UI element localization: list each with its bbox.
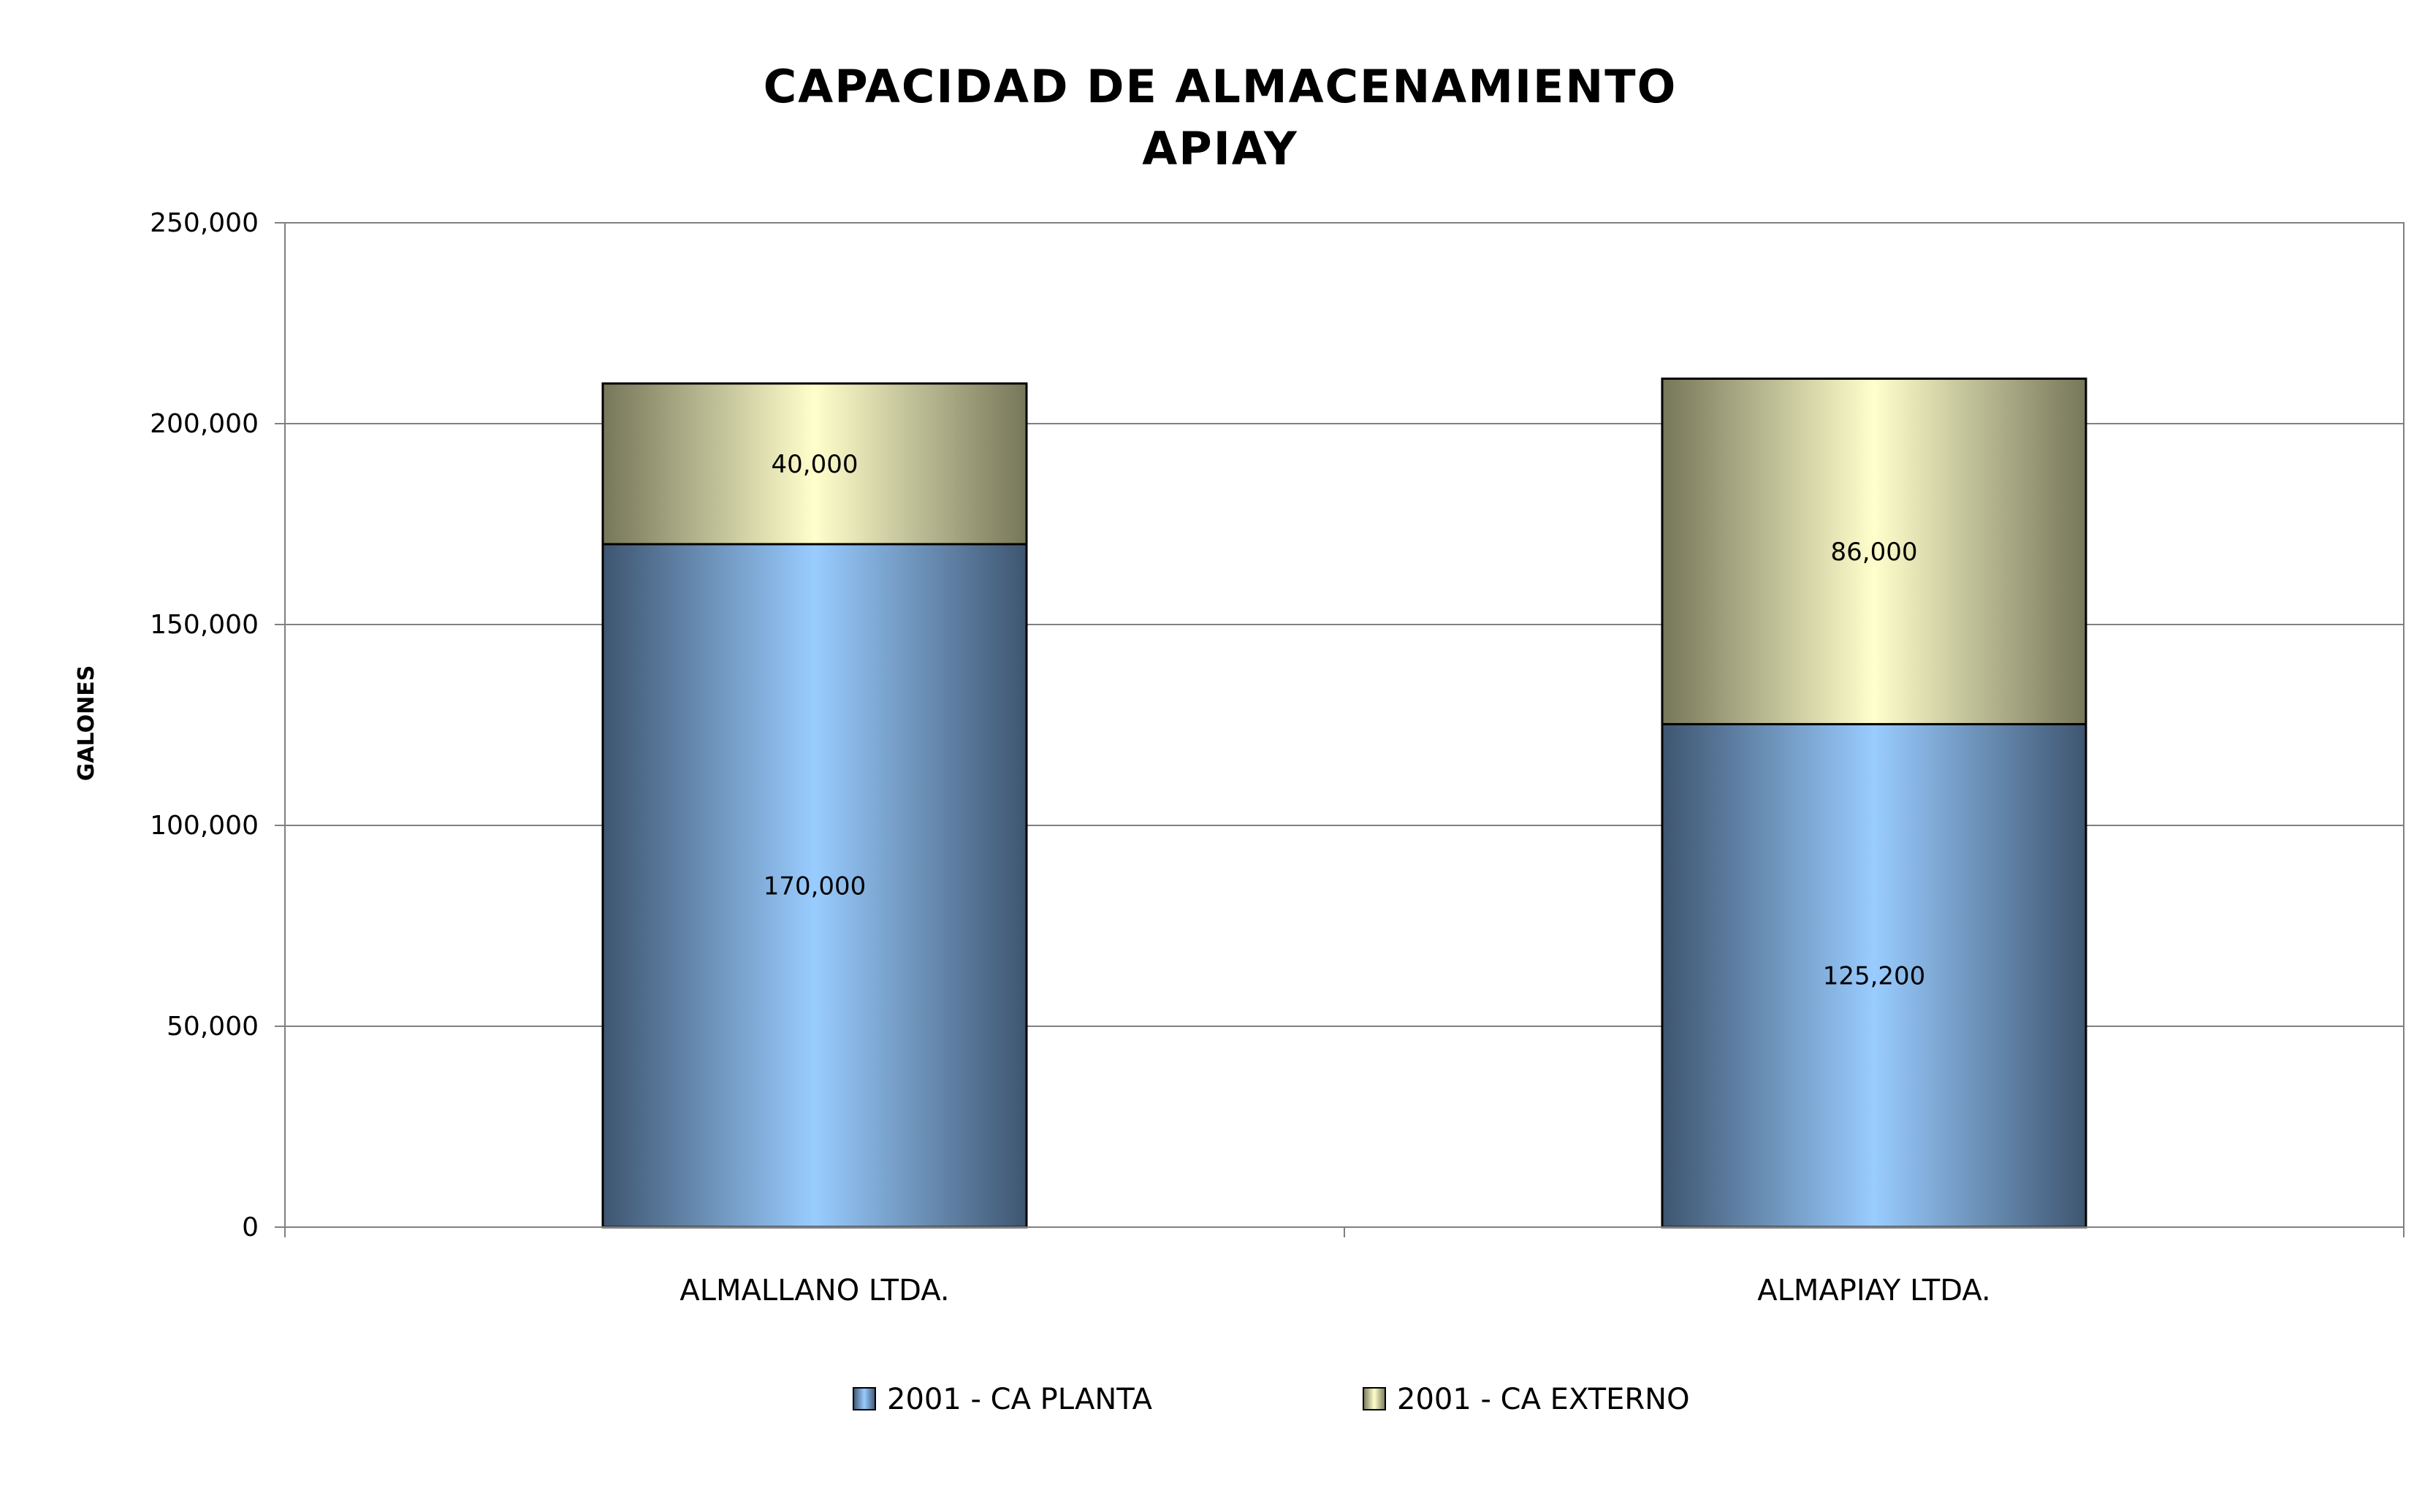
y-tick-label: 250,000 [150, 208, 259, 238]
y-tick-label: 0 [242, 1213, 259, 1242]
data-label: 170,000 [764, 872, 867, 901]
data-label: 86,000 [1831, 538, 1918, 567]
labels-layer: 170,000 40,000 ALMALLANO LTDA. 125,200 86,00… [679, 450, 1990, 1307]
bar-planta-1 [601, 543, 1028, 1229]
axes-layer: 0 50,000 100,000 150,000 200,000 250,000 [150, 208, 2405, 1242]
bar-externo-1 [601, 382, 1028, 546]
bars-layer [601, 377, 2087, 1229]
data-label: 40,000 [772, 450, 858, 479]
y-tick-label: 200,000 [150, 409, 259, 439]
bar-externo-2 [1661, 377, 2087, 725]
legend-swatch-externo [1363, 1387, 1386, 1410]
chart-subtitle: APIAY [1142, 122, 1298, 175]
legend: 2001 - CA PLANTA 2001 - CA EXTERNO [853, 1383, 1690, 1416]
x-category-label: ALMAPIAY LTDA. [1757, 1274, 1991, 1307]
y-tick-label: 150,000 [150, 610, 259, 640]
y-tick-label: 100,000 [150, 811, 259, 841]
x-category-label: ALMALLANO LTDA. [679, 1274, 949, 1307]
data-label: 125,200 [1823, 962, 1926, 991]
y-tick-label: 50,000 [167, 1012, 259, 1042]
y-axis-label: GALONES [74, 665, 99, 782]
bar-planta-2 [1661, 722, 2087, 1229]
legend-swatch-planta [853, 1387, 876, 1410]
legend-label: 2001 - CA EXTERNO [1397, 1383, 1690, 1416]
chart-title: CAPACIDAD DE ALMACENAMIENTO [764, 60, 1678, 113]
legend-label: 2001 - CA PLANTA [887, 1383, 1153, 1416]
